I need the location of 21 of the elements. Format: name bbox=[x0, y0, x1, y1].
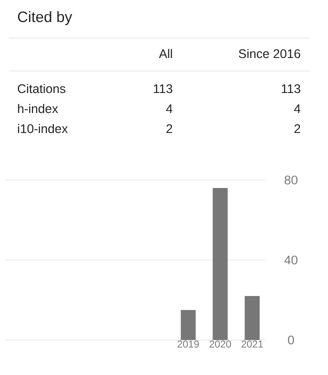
text: Cited by bbox=[18, 11, 72, 26]
x-tick-label: 2021 bbox=[242, 340, 263, 348]
text: h-index bbox=[18, 104, 58, 114]
y-tick-label: 40 bbox=[284, 256, 298, 264]
text: 113 bbox=[154, 84, 172, 94]
text: Citations bbox=[18, 84, 66, 94]
text: 4 bbox=[166, 104, 172, 114]
bar bbox=[212, 188, 228, 340]
x-tick-label: 2020 bbox=[210, 340, 231, 348]
y-tick-label: 0 bbox=[288, 336, 294, 344]
text: Since 2016 bbox=[238, 48, 300, 58]
text: 2 bbox=[294, 124, 300, 134]
text: i10-index bbox=[18, 124, 68, 134]
text: All bbox=[158, 48, 172, 58]
text: 113 bbox=[282, 84, 300, 94]
y-tick-label: 80 bbox=[284, 176, 298, 184]
bar bbox=[244, 296, 260, 340]
text: 4 bbox=[294, 104, 300, 114]
x-tick-label: 2019 bbox=[178, 340, 199, 348]
text: 2 bbox=[166, 124, 172, 134]
bar bbox=[180, 310, 196, 340]
